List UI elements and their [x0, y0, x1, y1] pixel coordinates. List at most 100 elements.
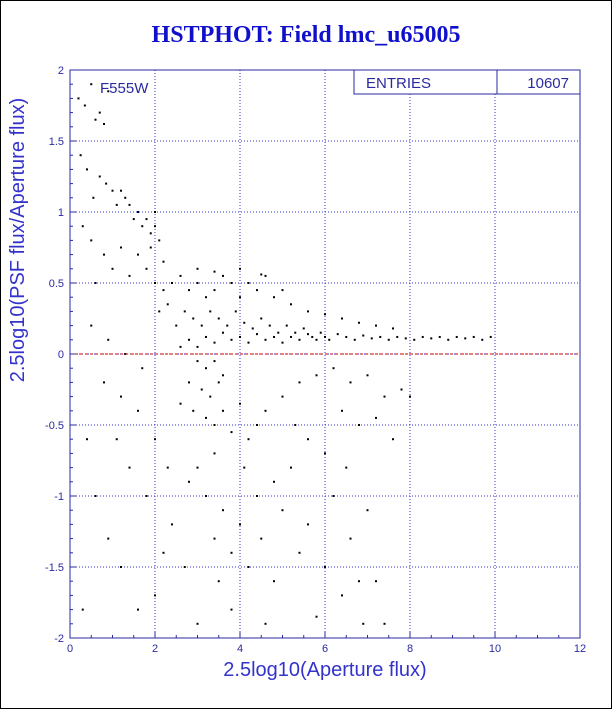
data-point: [94, 282, 97, 284]
data-point: [222, 374, 224, 377]
data-point: [268, 324, 271, 327]
data-point: [105, 182, 108, 185]
data-point: [124, 196, 127, 199]
data-point: [213, 341, 216, 344]
data-point: [171, 523, 173, 526]
data-point: [273, 296, 275, 299]
data-point: [239, 267, 241, 270]
data-point: [90, 83, 93, 86]
data-point: [455, 335, 458, 338]
data-point: [154, 282, 156, 284]
data-point: [285, 324, 288, 327]
data-point: [307, 333, 309, 336]
data-point: [179, 345, 182, 348]
data-point: [149, 246, 152, 249]
data-point: [217, 317, 220, 320]
data-point: [319, 331, 322, 334]
x-tick-label: 6: [322, 643, 328, 655]
data-point: [260, 273, 263, 276]
data-point: [375, 324, 377, 327]
data-point: [298, 381, 301, 384]
data-point: [247, 566, 250, 568]
data-point: [239, 296, 241, 299]
data-point: [145, 218, 148, 221]
data-point: [192, 409, 195, 412]
data-point: [247, 341, 250, 344]
y-axis-label: 2.5log10(PSF flux/Aperture flux): [7, 98, 29, 383]
data-point: [154, 211, 156, 213]
x-tick-label: 0: [67, 643, 73, 655]
data-point: [324, 313, 326, 316]
data-point: [383, 622, 386, 625]
chart-title: HSTPHOT: Field lmc_u65005: [151, 22, 461, 48]
data-point: [464, 337, 467, 340]
y-tick-label: -0.5: [45, 420, 64, 432]
stats-box: ENTRIES 10607: [353, 69, 581, 95]
data-point: [205, 495, 207, 497]
data-point: [281, 509, 284, 512]
data-point: [362, 334, 365, 337]
data-point: [81, 608, 84, 611]
data-point: [230, 608, 233, 611]
data-point: [166, 466, 169, 469]
data-point: [145, 267, 148, 270]
data-point: [256, 424, 258, 426]
data-point: [375, 580, 377, 583]
data-point: [273, 580, 275, 583]
stats-entries-label: ENTRIES: [366, 75, 431, 92]
data-point: [81, 225, 84, 228]
data-point: [141, 367, 144, 370]
data-point: [94, 495, 97, 497]
data-point: [328, 338, 331, 341]
data-point: [196, 282, 199, 284]
data-point: [260, 317, 263, 320]
data-point: [294, 331, 297, 334]
data-point: [366, 509, 369, 512]
data-point: [137, 608, 139, 611]
data-point: [430, 337, 433, 340]
data-point: [358, 580, 360, 583]
data-point: [137, 409, 139, 412]
data-point: [92, 196, 95, 199]
data-point: [302, 327, 305, 330]
data-point: [115, 203, 118, 206]
data-point: [366, 374, 369, 377]
data-point: [179, 402, 182, 405]
data-point: [137, 253, 139, 256]
data-point: [94, 118, 97, 121]
data-point: [171, 282, 173, 284]
data-point: [298, 551, 301, 554]
data-point: [332, 495, 335, 497]
data-point: [230, 282, 233, 284]
data-point: [86, 168, 88, 171]
data-point: [315, 374, 318, 377]
data-point: [298, 338, 301, 341]
data-point: [103, 381, 105, 384]
data-point: [264, 338, 267, 341]
data-point: [196, 360, 199, 363]
x-axis-ticks: 0 2 4 6 8 10 12: [67, 632, 586, 655]
data-point: [230, 551, 233, 554]
x-tick-label: 10: [489, 643, 501, 655]
x-tick-label: 12: [574, 643, 586, 655]
data-point: [200, 324, 203, 327]
data-point: [243, 321, 246, 324]
data-point: [98, 175, 101, 178]
x-tick-label: 8: [407, 643, 413, 655]
y-tick-label: 0.5: [49, 278, 64, 290]
data-point: [353, 338, 356, 341]
data-point: [196, 345, 199, 348]
data-point: [86, 438, 88, 441]
y-tick-label: 1: [58, 207, 64, 219]
data-point: [111, 267, 114, 270]
data-point: [247, 438, 250, 441]
data-point: [179, 274, 182, 277]
x-tick-label: 4: [237, 643, 243, 655]
data-point: [336, 333, 339, 336]
data-point: [213, 270, 216, 273]
data-point: [209, 395, 212, 398]
data-point: [438, 335, 441, 338]
x-axis-label: 2.5log10(Aperture flux): [223, 659, 426, 681]
data-point: [239, 402, 241, 405]
